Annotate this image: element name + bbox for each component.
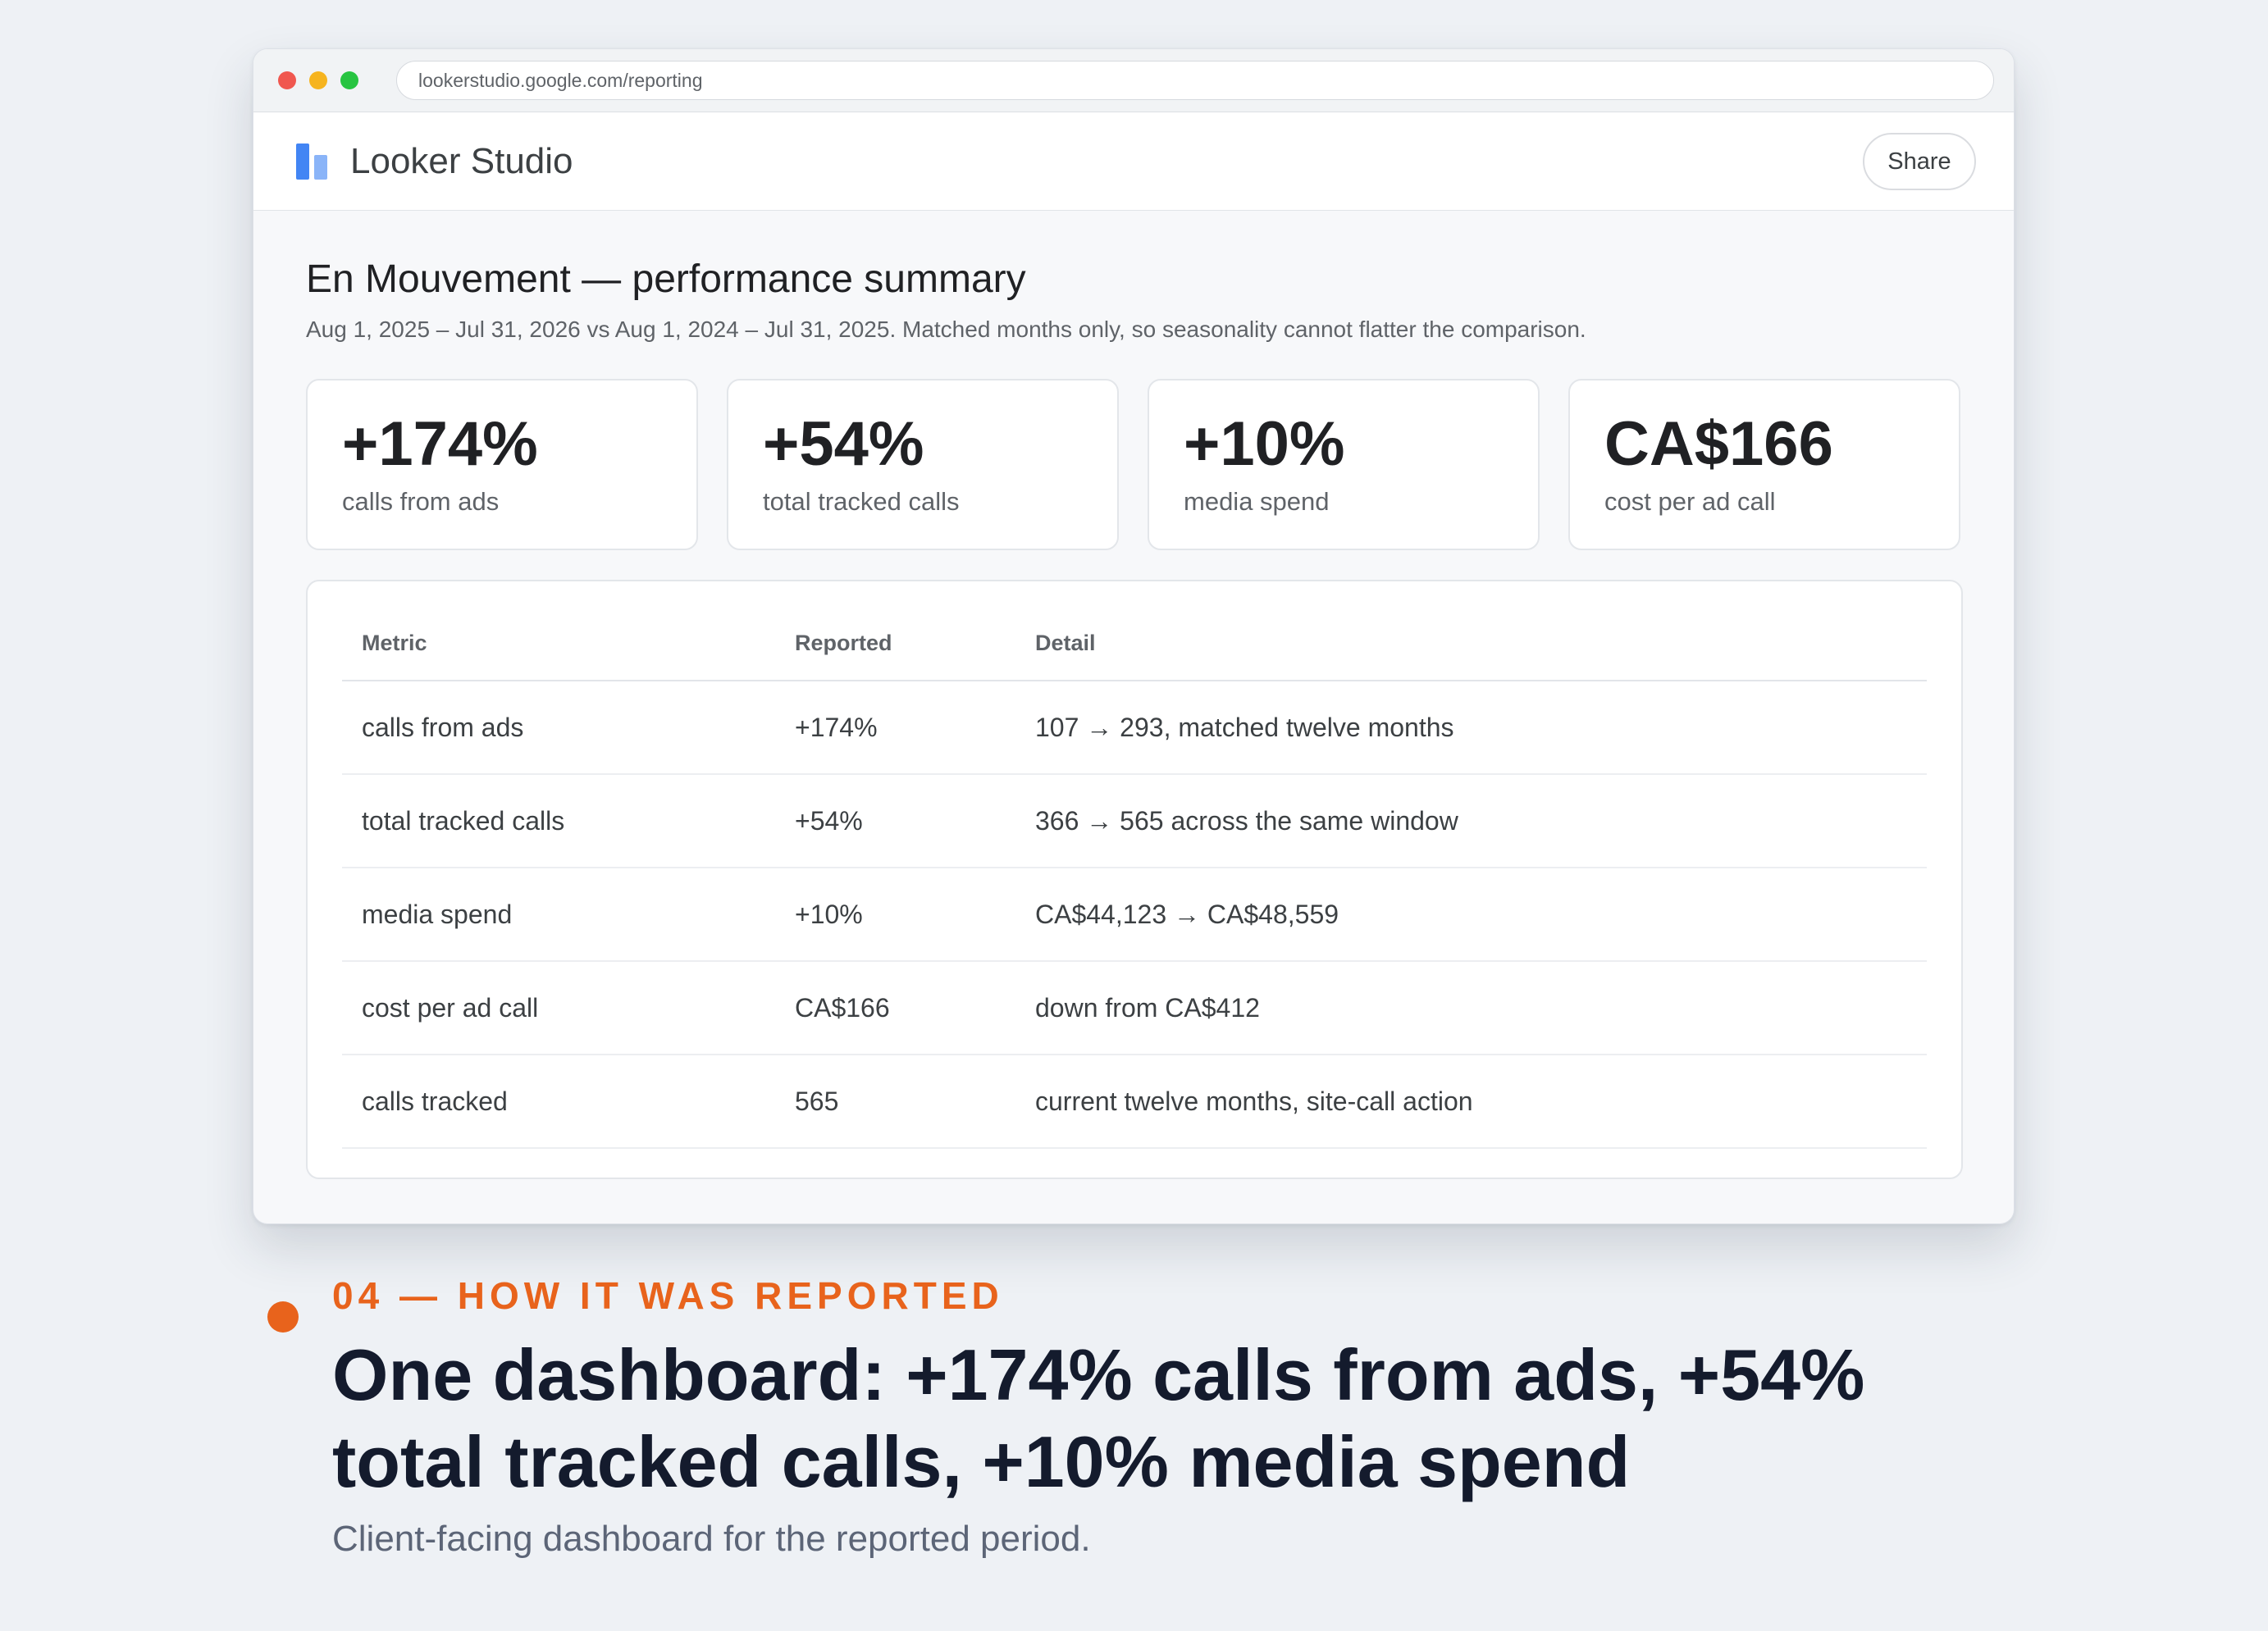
table-cell-reported: CA$166 <box>795 992 890 1023</box>
kpi-card: +10% media spend <box>1148 379 1540 550</box>
caption-headline: One dashboard: +174% calls from ads, +54… <box>332 1334 1865 1502</box>
table-row: cost per ad call CA$166 down from CA$412 <box>342 962 1927 1055</box>
table-cell-detail: down from CA$412 <box>1035 992 1260 1023</box>
kpi-value: +174% <box>342 409 538 479</box>
browser-chrome: lookerstudio.google.com/reporting <box>253 49 2014 112</box>
table-cell-metric: total tracked calls <box>362 805 565 836</box>
table-header-row: Metric Reported Detail <box>342 606 1927 681</box>
share-button[interactable]: Share <box>1863 133 1976 190</box>
kpi-value: CA$166 <box>1604 409 1833 479</box>
browser-window: lookerstudio.google.com/reporting Looker… <box>253 48 2015 1224</box>
table-cell-metric: calls tracked <box>362 1086 508 1116</box>
table-cell-metric: media spend <box>362 899 513 929</box>
table-row: calls tracked 565 current twelve months,… <box>342 1055 1927 1149</box>
kpi-value: +54% <box>763 409 924 479</box>
kpi-label: media spend <box>1184 487 1330 516</box>
table-row: calls from ads +174% 107 → 293, matched … <box>342 681 1927 775</box>
kpi-card: CA$166 cost per ad call <box>1568 379 1960 550</box>
kpi-label: cost per ad call <box>1604 487 1776 516</box>
report-title: En Mouvement — performance summary <box>306 257 1026 301</box>
section-kicker: 04 — HOW IT WAS REPORTED <box>332 1274 1004 1317</box>
table-cell-reported: +174% <box>795 712 878 742</box>
report-subtitle: Aug 1, 2025 – Jul 31, 2026 vs Aug 1, 202… <box>306 317 1586 342</box>
report-canvas: En Mouvement — performance summary Aug 1… <box>253 211 2014 1179</box>
kpi-value: +10% <box>1184 409 1345 479</box>
metrics-table: Metric Reported Detail calls from ads +1… <box>306 580 1963 1179</box>
minimize-window-button[interactable] <box>309 71 327 89</box>
kpi-card: +174% calls from ads <box>306 379 698 550</box>
table-row: total tracked calls +54% 366 → 565 acros… <box>342 775 1927 868</box>
table-cell-metric: cost per ad call <box>362 992 539 1023</box>
caption-subline: Client-facing dashboard for the reported… <box>332 1519 1091 1559</box>
kpi-label: total tracked calls <box>763 487 960 516</box>
kpi-row: +174% calls from ads +54% total tracked … <box>306 379 1961 550</box>
table-cell-detail: current twelve months, site-call action <box>1035 1086 1473 1116</box>
close-window-button[interactable] <box>278 71 296 89</box>
address-bar-text: lookerstudio.google.com/reporting <box>418 69 703 91</box>
table-cell-reported: 565 <box>795 1086 839 1116</box>
table-cell-metric: calls from ads <box>362 712 524 742</box>
column-header-detail[interactable]: Detail <box>1035 630 1096 655</box>
table-cell-detail: 107 → 293, matched twelve months <box>1035 712 1454 742</box>
app-name: Looker Studio <box>350 140 573 181</box>
table-cell-detail: 366 → 565 across the same window <box>1035 805 1458 836</box>
kpi-label: calls from ads <box>342 487 500 516</box>
column-header-reported[interactable]: Reported <box>795 630 892 655</box>
address-bar[interactable]: lookerstudio.google.com/reporting <box>396 61 1994 100</box>
column-header-metric[interactable]: Metric <box>362 630 427 655</box>
looker-studio-logo-icon <box>296 143 327 180</box>
maximize-window-button[interactable] <box>340 71 358 89</box>
kpi-card: +54% total tracked calls <box>727 379 1119 550</box>
table-cell-reported: +10% <box>795 899 863 929</box>
table-cell-detail: CA$44,123 → CA$48,559 <box>1035 899 1339 929</box>
table-cell-reported: +54% <box>795 805 863 836</box>
app-header: Looker Studio Share <box>253 112 2014 211</box>
section-bullet-icon <box>267 1301 299 1333</box>
table-row: media spend +10% CA$44,123 → CA$48,559 <box>342 868 1927 962</box>
